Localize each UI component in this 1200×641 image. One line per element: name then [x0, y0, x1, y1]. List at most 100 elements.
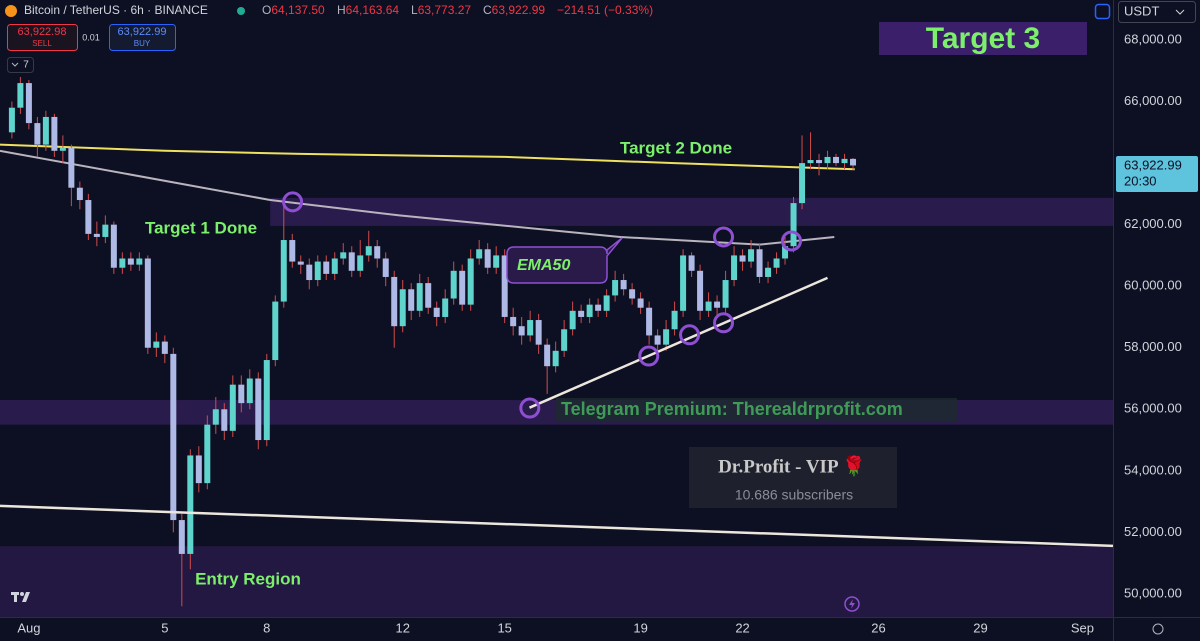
candle-body: [544, 344, 551, 367]
symbol: Bitcoin / TetherUS · 6h · BINANCE: [24, 3, 208, 17]
candle-body: [102, 224, 109, 237]
candle-body: [365, 246, 372, 256]
candle-body: [663, 329, 670, 345]
buy-label: BUY: [134, 39, 151, 48]
x-tick-label: 8: [263, 620, 270, 635]
x-tick-label: 22: [735, 620, 749, 635]
candle-body: [442, 298, 449, 317]
candle-body: [586, 304, 593, 317]
buy-price: 63,922.99: [118, 26, 167, 38]
x-tick-label: 19: [633, 620, 647, 635]
x-tick-label: 12: [395, 620, 409, 635]
candle-body: [34, 123, 41, 145]
candle-body: [450, 270, 457, 299]
x-tick-label: 15: [497, 620, 511, 635]
candle-body: [187, 455, 194, 554]
candle-body: [722, 280, 729, 308]
y-tick-label: 54,000.00: [1124, 462, 1182, 477]
candle-body: [425, 283, 432, 308]
candle-body: [408, 289, 415, 311]
sell-label: SELL: [32, 39, 52, 48]
x-tick-label: Aug: [17, 620, 40, 635]
candle-body: [323, 261, 330, 274]
ohlc-key: H: [337, 3, 346, 17]
telegram-bg: [556, 398, 957, 421]
settings-icon[interactable]: [1094, 3, 1111, 20]
touch-marker: [282, 191, 304, 213]
candle-body: [850, 158, 857, 166]
candle-body: [331, 258, 338, 274]
candle-body: [595, 304, 602, 311]
y-tick-label: 68,000.00: [1124, 31, 1182, 46]
alert-bolt: [849, 599, 855, 609]
candle-body: [76, 187, 83, 201]
candle-body: [391, 276, 398, 327]
price-tag-countdown: 20:30: [1124, 173, 1157, 188]
watermark-box: [689, 447, 897, 508]
target-2-label: Target 2 Done: [620, 138, 732, 157]
candle-body: [527, 320, 534, 336]
candle-body: [646, 307, 653, 336]
candle-body: [297, 261, 304, 265]
touch-marker: [781, 230, 803, 252]
ohlc-value: 64,137.50: [271, 3, 325, 17]
alert-icon[interactable]: [844, 596, 860, 612]
zone: [270, 197, 1113, 226]
ohlc-key: C: [483, 3, 492, 17]
buy-button[interactable]: [109, 24, 176, 51]
target-1-label: Target 1 Done: [145, 218, 257, 237]
y-tick-label: 60,000.00: [1124, 278, 1182, 293]
candle-body: [136, 258, 143, 265]
target-box: [879, 22, 1087, 55]
candle-body: [578, 310, 585, 317]
candle-body: [8, 107, 15, 133]
ema-callout: [506, 237, 623, 284]
status-dot: [237, 7, 245, 15]
spread: 0.01: [82, 32, 100, 42]
currency-select[interactable]: [1118, 1, 1196, 23]
candle-body: [255, 378, 262, 441]
candle-body: [603, 295, 610, 311]
candle-body: [399, 289, 406, 327]
candle-body: [382, 258, 389, 277]
zone: [0, 546, 1113, 617]
candle-body: [110, 224, 117, 268]
candle-body: [289, 240, 296, 262]
candle-body: [518, 326, 525, 336]
candle-body: [229, 384, 236, 431]
candle-body: [654, 335, 661, 345]
candle-body: [816, 160, 823, 164]
candle-body: [476, 249, 483, 259]
candle-body: [756, 249, 763, 277]
ohlc-value: 63,922.99: [492, 3, 546, 17]
indicators-count: 7: [23, 60, 29, 71]
candle-body: [153, 341, 160, 348]
candle-body: [416, 283, 423, 311]
y-tick-label: 58,000.00: [1124, 339, 1182, 354]
x-tick-label: 26: [871, 620, 885, 635]
candle-body: [195, 455, 202, 484]
entry-label: Entry Region: [195, 569, 301, 588]
settings-gear[interactable]: [1152, 623, 1164, 635]
candle-body: [212, 409, 219, 425]
candle-body: [688, 255, 695, 271]
chevron: [11, 62, 19, 67]
x-tick-label: Sep: [1071, 620, 1094, 635]
price-tag: [1116, 156, 1198, 192]
candle-body: [824, 156, 831, 164]
touch-marker: [713, 312, 735, 334]
indicators-toggle[interactable]: [7, 57, 34, 73]
touch-marker: [519, 397, 541, 419]
candle-body: [42, 116, 49, 145]
sell-button[interactable]: [7, 24, 78, 51]
candle-body: [374, 246, 381, 259]
candle-body: [790, 203, 797, 247]
candle-body: [340, 252, 347, 259]
candle-body: [833, 156, 840, 164]
candle-body: [535, 320, 542, 345]
ohlc-change: −214.51 (−0.33%): [557, 3, 653, 17]
ohlc-key: L: [411, 3, 418, 17]
